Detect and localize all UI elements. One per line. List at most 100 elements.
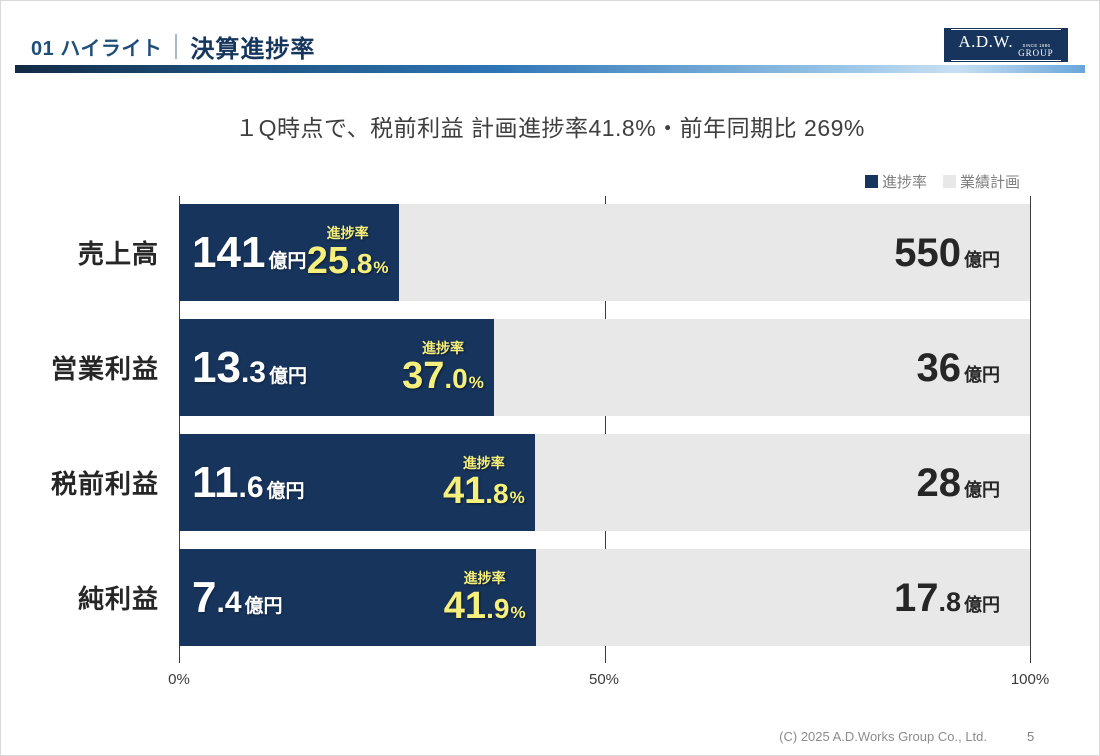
- legend-item-progress: 進捗率: [864, 171, 927, 192]
- category-label: 営業利益: [50, 354, 159, 384]
- actual-value-int: 13: [192, 342, 241, 392]
- plan-value-inner: 28 億円: [917, 463, 1001, 503]
- progress-percent-unit: %: [373, 257, 389, 277]
- plan-value-unit: 億円: [964, 479, 1000, 500]
- company-logo: A.D.W. SINCE 1886 GROUP: [944, 28, 1068, 62]
- logo-since-text: SINCE 1886: [1021, 43, 1050, 49]
- progress-percent: 41 .9 %: [444, 587, 526, 625]
- legend-item-plan: 業績計画: [942, 171, 1020, 192]
- header: 01 ハイライト 決算進捗率: [31, 30, 316, 63]
- logo-group-text: GROUP: [1018, 48, 1054, 58]
- progress-percent: 25 .8 %: [307, 242, 389, 280]
- chart-row: 純利益 7 .4 億円 進捗率 41 .9 %: [1, 549, 1099, 646]
- progress-percent-dec: .8: [485, 477, 509, 509]
- plan-bar: 141 億円 進捗率 25 .8 % 55: [179, 204, 1030, 301]
- progress-percent-unit: %: [510, 602, 526, 622]
- plan-value-unit: 億円: [964, 364, 1000, 385]
- actual-value-int: 7: [192, 572, 217, 622]
- progress-caption: 進捗率: [462, 454, 505, 471]
- progress-percent-int: 25: [306, 239, 350, 282]
- progress-percent-dec: .9: [486, 592, 510, 624]
- header-gradient-rule: [15, 65, 1085, 73]
- gridline-100pct: [1030, 196, 1031, 663]
- legend-label-plan: 業績計画: [959, 174, 1020, 191]
- progress-caption: 進捗率: [326, 224, 369, 241]
- progress-rate-block: 進捗率 41 .9 %: [444, 571, 526, 625]
- progress-rate-block: 進捗率 25 .8 %: [307, 226, 389, 280]
- actual-value-dec: .6: [238, 470, 264, 504]
- x-axis-tick-100: 100%: [1010, 671, 1050, 688]
- chart-row: 営業利益 13 .3 億円 進捗率 37 .0 %: [1, 319, 1099, 416]
- page-title: 決算進捗率: [190, 35, 316, 63]
- progress-bar: 141 億円 進捗率 25 .8 %: [179, 204, 399, 301]
- x-axis-tick-50: 50%: [588, 671, 620, 688]
- progress-percent-int: 41: [442, 469, 486, 512]
- plan-value-int: 36: [916, 345, 962, 390]
- plan-value-unit: 億円: [964, 249, 1000, 270]
- plan-bar: 11 .6 億円 進捗率 41 .8 % 2: [179, 434, 1030, 531]
- progress-bar: 7 .4 億円 進捗率 41 .9 %: [179, 549, 536, 646]
- progress-bar: 11 .6 億円 進捗率 41 .8 %: [179, 434, 535, 531]
- plan-value: 28 億円: [917, 434, 1001, 531]
- progress-rate-block: 進捗率 41 .8 %: [443, 456, 525, 510]
- headline: １Q時点で、税前利益 計画進捗率41.8%・前年同期比 269%: [235, 115, 865, 141]
- plan-value: 17 .8 億円: [894, 549, 1000, 646]
- gridline-0pct: [179, 196, 180, 663]
- progress-percent-dec: .0: [444, 362, 468, 394]
- plan-value-inner: 17 .8 億円: [894, 578, 1000, 618]
- progress-caption: 進捗率: [463, 569, 506, 586]
- plan-value-int: 550: [894, 230, 961, 275]
- chart-row: 税前利益 11 .6 億円 進捗率 41 .8 %: [1, 434, 1099, 531]
- progress-percent: 37 .0 %: [402, 357, 484, 395]
- actual-value-dec: .4: [216, 585, 242, 619]
- category-label: 売上高: [77, 239, 159, 269]
- chart-row: 売上高 141 億円 進捗率 25 .8 %: [1, 204, 1099, 301]
- section-label: 01 ハイライト: [31, 37, 163, 60]
- actual-value: 11 .6 億円: [192, 457, 305, 507]
- plan-value-inner: 36 億円: [917, 348, 1001, 388]
- actual-value-dec: .3: [240, 355, 266, 389]
- actual-value: 141 億円: [192, 230, 307, 275]
- plan-value-inner: 550 億円: [894, 233, 1000, 273]
- header-divider: [175, 33, 178, 59]
- plan-value-int: 28: [916, 460, 962, 505]
- progress-rate-block: 進捗率 37 .0 %: [402, 341, 484, 395]
- gridline-50pct: [604, 196, 606, 663]
- plot-area: [179, 196, 1031, 663]
- category-label: 税前利益: [50, 469, 159, 499]
- logo-group-block: SINCE 1886 GROUP: [1018, 44, 1054, 58]
- progress-caption: 進捗率: [421, 339, 464, 356]
- actual-value-unit: 億円: [244, 595, 283, 617]
- actual-value-int: 11: [192, 457, 239, 507]
- page-number: 5: [1027, 729, 1035, 744]
- plan-bar: 13 .3 億円 進捗率 37 .0 % 3: [179, 319, 1030, 416]
- actual-value-unit: 億円: [268, 250, 307, 272]
- company-logo-inner: A.D.W. SINCE 1886 GROUP: [951, 29, 1061, 61]
- plan-value: 36 億円: [917, 319, 1001, 416]
- progress-percent: 41 .8 %: [443, 472, 525, 510]
- plan-value-int: 17: [893, 575, 939, 620]
- legend-swatch-progress: [864, 175, 878, 188]
- chart-legend: 進捗率 業績計画: [864, 171, 1020, 192]
- progress-percent-unit: %: [468, 372, 484, 392]
- plan-value-unit: 億円: [964, 594, 1000, 615]
- actual-value-unit: 億円: [266, 480, 305, 502]
- actual-value: 13 .3 億円: [192, 342, 307, 392]
- legend-label-progress: 進捗率: [881, 174, 927, 191]
- progress-percent-int: 41: [443, 584, 487, 627]
- logo-adw-text: A.D.W.: [958, 32, 1014, 51]
- category-label: 純利益: [77, 584, 159, 614]
- plan-bar: 7 .4 億円 進捗率 41 .9 % 17: [179, 549, 1030, 646]
- actual-value-unit: 億円: [268, 365, 307, 387]
- x-axis-tick-0: 0%: [168, 671, 190, 688]
- progress-percent-int: 37: [402, 354, 445, 397]
- progress-percent-dec: .8: [349, 247, 373, 279]
- copyright: (C) 2025 A.D.Works Group Co., Ltd.: [779, 729, 987, 744]
- progress-percent-unit: %: [509, 487, 525, 507]
- bar-rows: 売上高 141 億円 進捗率 25 .8 %: [1, 204, 1099, 664]
- legend-swatch-plan: [942, 175, 956, 188]
- progress-bar: 13 .3 億円 進捗率 37 .0 %: [179, 319, 494, 416]
- plan-value: 550 億円: [894, 204, 1000, 301]
- actual-value: 7 .4 億円: [192, 572, 283, 622]
